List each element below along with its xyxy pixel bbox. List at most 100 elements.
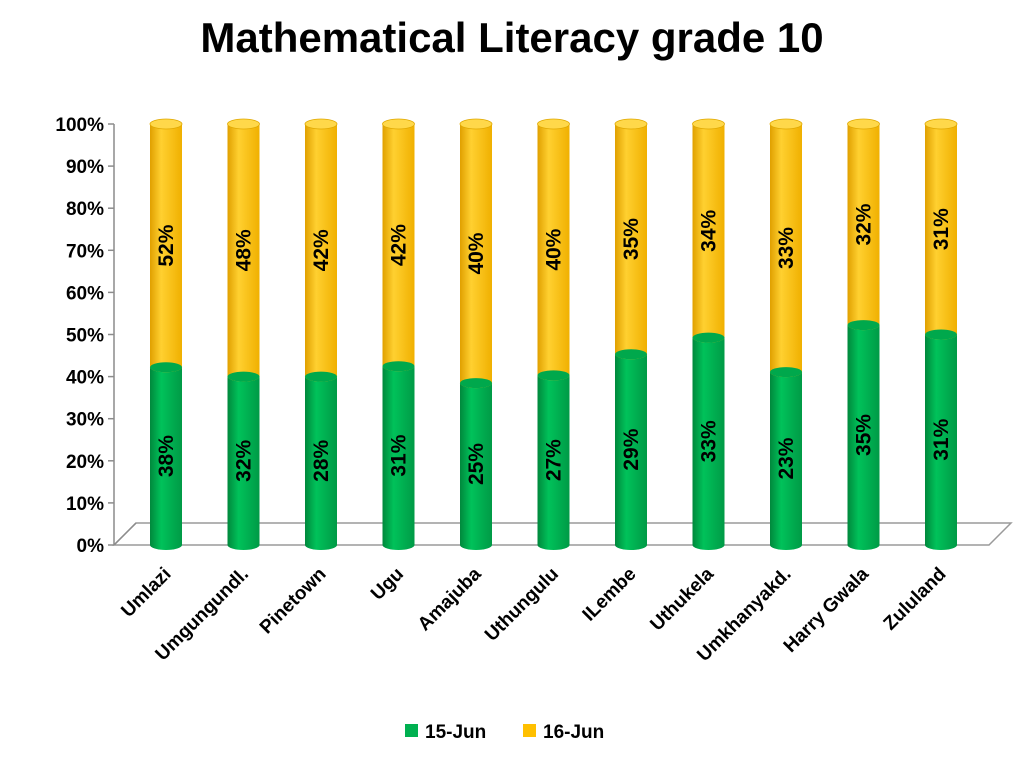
data-label-15-jun: 31% xyxy=(930,418,953,460)
data-label-16-jun: 40% xyxy=(465,232,488,274)
data-label-16-jun: 42% xyxy=(310,229,333,271)
data-label-15-jun: 27% xyxy=(543,439,566,481)
bar-segment-16-jun xyxy=(305,124,337,382)
bar-stack: 38% 52% xyxy=(149,118,183,550)
x-category-label: Uthungulu xyxy=(481,564,563,646)
x-category-label: Zululand xyxy=(880,564,951,635)
bar-stack: 28% 42% xyxy=(304,118,338,550)
legend-label-16-jun: 16-Jun xyxy=(543,722,604,743)
bar-top-cap xyxy=(537,118,570,130)
bar-stack: 27% 40% xyxy=(537,118,570,550)
y-tick-label: 20% xyxy=(66,452,104,473)
bar-join-cap xyxy=(615,349,647,360)
bar-segment-15-jun xyxy=(537,375,570,550)
y-axis-depth-line xyxy=(113,522,137,546)
bar-segment-15-jun xyxy=(382,366,415,550)
data-label-15-jun: 29% xyxy=(620,428,643,470)
y-tick-label: 40% xyxy=(66,368,104,389)
x-category-label: ILembe xyxy=(579,564,641,626)
bar-segment-16-jun xyxy=(847,124,880,331)
bar-join-cap xyxy=(537,370,570,381)
bar-segment-15-jun xyxy=(227,376,260,550)
bar-join-cap xyxy=(770,367,802,378)
data-label-15-jun: 31% xyxy=(388,434,411,476)
bar-segment-16-jun xyxy=(615,124,647,360)
bar-join-cap xyxy=(925,329,957,340)
bar-segment-16-jun xyxy=(692,124,725,343)
data-label-15-jun: 28% xyxy=(310,439,333,481)
bar-stack: 33% 34% xyxy=(692,118,725,550)
data-label-15-jun: 33% xyxy=(698,420,721,462)
bar-top-cap xyxy=(304,118,338,130)
bar-segment-15-jun xyxy=(847,325,880,550)
y-tick-label: 50% xyxy=(66,326,104,347)
bar-top-cap xyxy=(149,118,183,130)
y-tick-label: 90% xyxy=(66,157,104,178)
y-tick-label: 30% xyxy=(66,410,104,431)
y-tick-label: 0% xyxy=(77,536,105,557)
bar-segment-15-jun xyxy=(150,367,182,550)
x-category-label: Uthukela xyxy=(646,563,718,635)
bars-group: 38% 52% 32% 48% 28% 42% 31% 42% 25% 40% 27% 40% 29% 3… xyxy=(149,118,958,550)
data-label-15-jun: 38% xyxy=(155,435,178,477)
bar-segment-16-jun xyxy=(227,124,260,382)
chart-title: Mathematical Literacy grade 10 xyxy=(200,14,824,61)
y-tick-label: 60% xyxy=(66,283,104,304)
legend-label-15-jun: 15-Jun xyxy=(425,722,486,743)
x-category-label: Ugu xyxy=(367,564,408,605)
data-label-16-jun: 34% xyxy=(698,209,721,251)
bar-stack: 23% 33% xyxy=(769,118,803,550)
bar-segment-15-jun xyxy=(692,337,725,550)
x-category-label: Pinetown xyxy=(256,564,331,639)
data-label-16-jun: 42% xyxy=(388,224,411,266)
bar-segment-15-jun xyxy=(615,354,647,550)
data-label-15-jun: 35% xyxy=(853,414,876,456)
bar-stack: 29% 35% xyxy=(614,118,648,550)
bar-segment-15-jun xyxy=(460,383,492,550)
data-label-16-jun: 52% xyxy=(155,224,178,266)
bar-segment-15-jun xyxy=(925,334,957,550)
y-tick-label: 70% xyxy=(66,241,104,262)
bar-top-cap xyxy=(227,118,260,130)
bar-stack: 31% 42% xyxy=(382,118,415,550)
data-label-16-jun: 32% xyxy=(853,203,876,245)
x-category-label: Umlazi xyxy=(117,564,175,622)
bar-join-cap xyxy=(692,332,725,343)
bar-segment-16-jun xyxy=(460,124,492,389)
bar-top-cap xyxy=(382,118,415,130)
bar-top-cap xyxy=(692,118,725,130)
y-axis: 0% 10% 20% 30% 40% 50% 60% 70% 80% 90% 100% xyxy=(55,115,137,557)
legend: 15-Jun 16-Jun xyxy=(405,722,604,743)
data-label-16-jun: 31% xyxy=(930,208,953,250)
legend-swatch-16-jun xyxy=(523,724,536,737)
bar-stack: 32% 48% xyxy=(227,118,260,550)
legend-swatch-15-jun xyxy=(405,724,418,737)
bar-join-cap xyxy=(382,361,415,372)
x-category-label: Amajuba xyxy=(414,563,486,635)
bar-join-cap xyxy=(847,320,880,331)
bar-segment-16-jun xyxy=(770,124,802,378)
bar-top-cap xyxy=(769,118,803,130)
y-tick-label: 10% xyxy=(66,494,104,515)
data-label-16-jun: 40% xyxy=(543,228,566,270)
bar-segment-16-jun xyxy=(925,124,957,340)
bar-stack: 31% 31% xyxy=(924,118,958,550)
data-label-16-jun: 33% xyxy=(775,227,798,269)
y-tick-label: 80% xyxy=(66,199,104,220)
bar-top-cap xyxy=(847,118,880,130)
y-tick-label: 100% xyxy=(55,115,104,136)
bar-stack: 25% 40% xyxy=(459,118,493,550)
bar-join-cap xyxy=(305,371,337,382)
data-label-15-jun: 32% xyxy=(233,439,256,481)
bar-segment-16-jun xyxy=(537,124,570,381)
data-label-15-jun: 25% xyxy=(465,443,488,485)
bar-segment-16-jun xyxy=(150,124,182,373)
data-label-16-jun: 35% xyxy=(620,218,643,260)
bar-segment-16-jun xyxy=(382,124,415,372)
bar-top-cap xyxy=(459,118,493,130)
data-label-15-jun: 23% xyxy=(775,437,798,479)
data-label-16-jun: 48% xyxy=(233,229,256,271)
